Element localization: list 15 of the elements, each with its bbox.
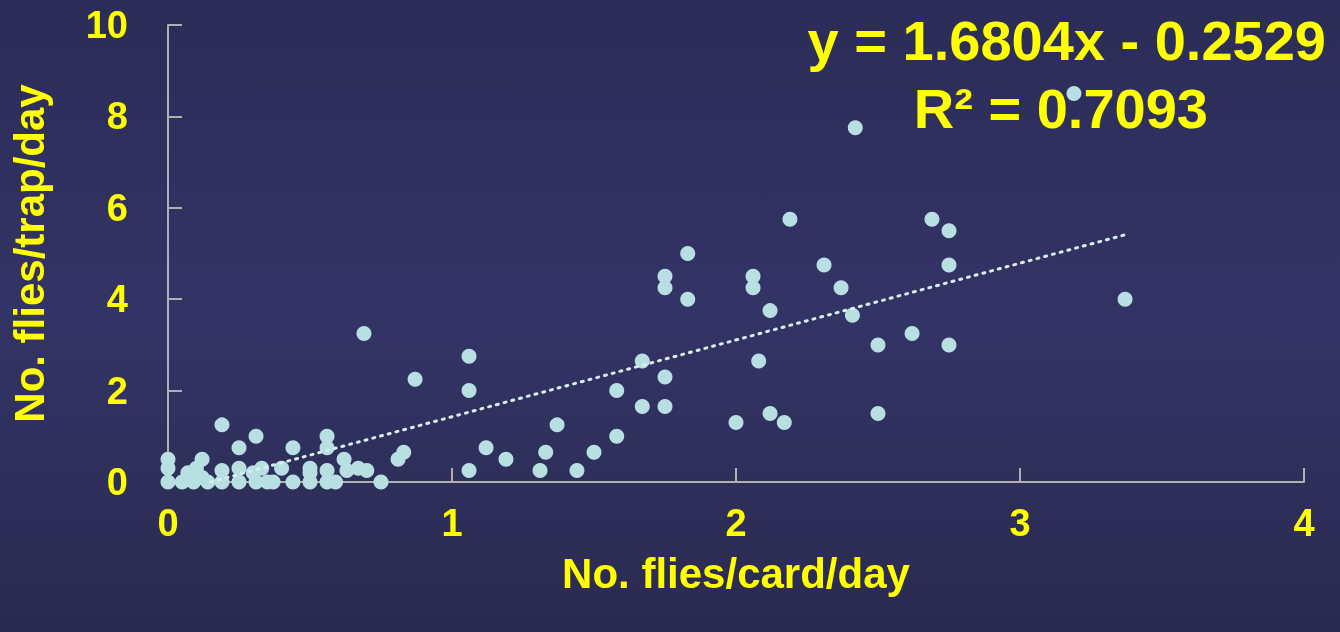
y-tick-label: 6	[106, 186, 128, 229]
x-tick-label: 4	[1293, 502, 1315, 544]
y-tick-label: 0	[106, 461, 128, 503]
y-tick-label: 4	[106, 278, 128, 321]
annotation: y = 1.6804x - 0.2529	[807, 8, 1326, 72]
y-axis-title: No. flies/trap/day	[5, 83, 53, 423]
x-tick-label: 1	[441, 502, 463, 544]
y-tick-label: 2	[106, 369, 128, 412]
x-axis-title: No. flies/card/day	[562, 549, 911, 597]
x-tick-label: 0	[157, 502, 179, 544]
x-tick-label: 3	[1009, 502, 1031, 544]
y-tick-label: 8	[106, 95, 128, 138]
x-tick-label: 2	[725, 502, 747, 544]
y-tick-label: 10	[85, 4, 128, 46]
annotation: R² = 0.7093	[913, 76, 1209, 140]
